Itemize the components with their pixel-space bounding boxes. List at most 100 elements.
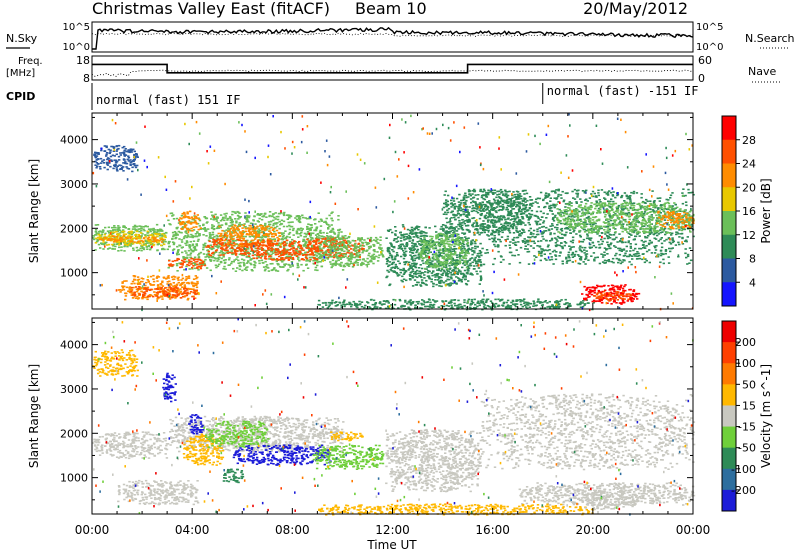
range-cell [122,235,125,237]
range-cell [414,254,417,257]
range-cell [228,225,231,227]
range-cell [262,215,266,217]
range-cell [449,223,452,225]
range-cell [108,233,111,236]
range-cell [283,249,286,251]
range-cell [149,229,152,232]
range-cell [416,232,419,234]
range-cell [134,286,138,288]
range-cell [340,247,343,250]
range-cell [158,286,161,289]
range-cell [128,244,131,246]
range-cell [482,207,486,210]
range-cell [321,252,325,255]
range-cell [275,242,279,245]
range-cell [227,242,230,244]
range-cell [435,255,438,257]
range-cell [315,238,318,240]
range-cell [151,284,154,286]
range-cell [510,200,513,202]
range-cell [354,262,357,264]
range-cell [335,251,338,254]
range-cell [250,227,253,229]
range-cell [244,212,247,214]
range-cell [279,250,282,253]
range-cell [502,208,505,210]
range-cell [288,257,291,259]
range-cell [437,261,440,263]
range-cell [168,259,171,262]
range-cell [469,264,473,267]
range-cell [281,238,285,241]
range-cell [516,215,519,218]
range-cell [319,225,323,227]
range-cell [394,230,398,232]
range-cell [236,210,239,213]
range-cell [448,240,452,243]
range-cell [388,252,392,255]
range-cell [614,213,617,215]
range-cell [497,203,500,205]
range-cell [460,247,464,250]
range-cell [420,235,423,237]
range-cell [411,245,414,247]
range-cell [294,252,297,255]
range-cell [220,234,223,236]
range-cell [295,252,299,255]
range-cell [346,257,349,259]
range-cell [185,224,188,226]
range-cell [231,210,234,213]
range-cell [254,236,258,239]
range-cell [234,218,237,220]
range-cell [507,229,510,231]
range-cell [442,206,446,209]
range-cell [398,262,401,265]
range-cell [144,288,148,291]
range-cell [146,230,149,233]
range-cell [245,221,248,223]
range-cell [248,235,252,238]
range-cell [128,288,131,290]
range-cell [387,265,390,268]
range-cell [149,248,152,251]
range-cell [366,249,369,252]
range-cell [511,223,514,226]
range-cell [432,258,436,261]
range-cell [419,232,423,235]
range-cell [237,218,240,220]
scatter-region [130,286,199,299]
range-cell [142,247,145,249]
range-cell [152,229,155,231]
range-cell [329,231,332,233]
range-cell [443,202,446,205]
range-cell [320,265,323,268]
range-cell [183,226,186,229]
range-cell [222,216,225,219]
range-cell [215,266,218,269]
range-cell [669,243,673,245]
range-cell [329,242,333,244]
range-cell [141,233,144,235]
range-cell [459,207,462,209]
range-cell [477,194,480,196]
range-cell [123,240,126,242]
range-cell [436,279,440,281]
range-cell [242,259,246,261]
freq-label-line2: [MHz] [6,68,35,79]
range-cell [260,224,263,227]
range-cell [149,294,152,296]
range-cell [187,275,191,277]
range-cell [464,278,467,280]
range-cell [262,251,266,254]
range-cell [319,229,322,232]
range-cell [312,244,316,247]
range-cell [111,235,114,238]
range-cell [300,247,304,249]
range-cell [318,245,321,248]
range-cell [305,233,308,236]
range-cell [426,248,429,251]
range-cell [115,237,119,239]
range-cell [463,208,466,211]
range-cell [396,267,400,270]
range-cell [441,256,444,258]
